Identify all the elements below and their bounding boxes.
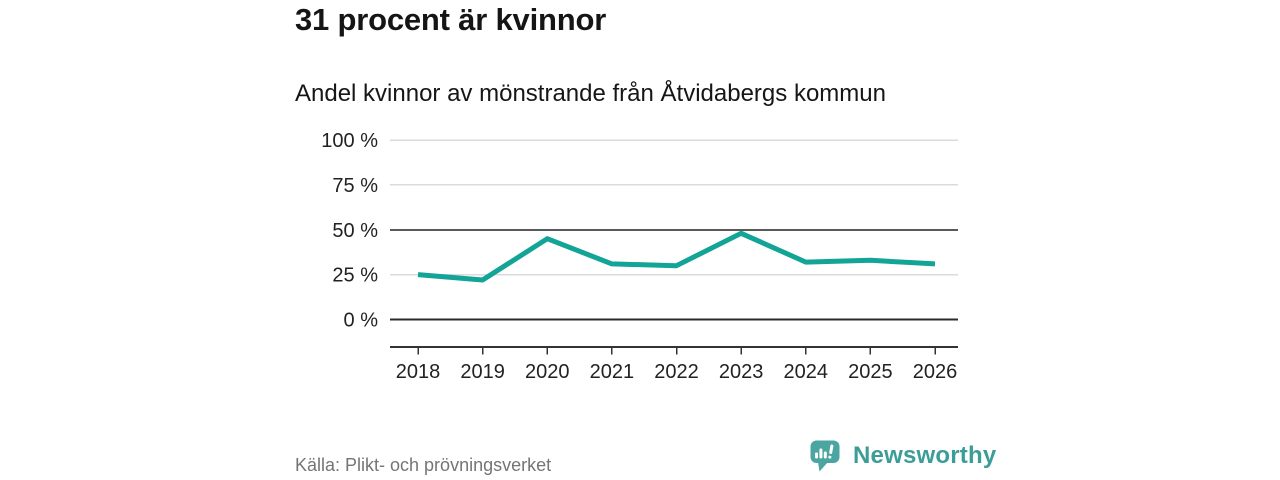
x-tick-label: 2018	[396, 361, 441, 383]
y-tick-label: 25 %	[332, 265, 378, 287]
chart-title: Andel kvinnor av mönstrande från Åtvidab…	[295, 80, 886, 107]
logo-bar-1	[815, 452, 818, 459]
x-tick-label: 2024	[784, 361, 829, 383]
logo-bar-3	[823, 451, 827, 459]
x-tick-label: 2023	[719, 361, 764, 383]
x-tick-label: 2020	[525, 361, 570, 383]
y-tick-label: 0 %	[344, 310, 379, 332]
logo-exclamation	[828, 444, 834, 459]
headline: 31 procent är kvinnor	[295, 2, 607, 37]
newsworthy-brand: Newsworthy	[810, 440, 996, 472]
newsworthy-logo-icon	[810, 440, 840, 472]
y-tick-label: 75 %	[332, 175, 378, 197]
x-tick-label: 2022	[654, 361, 699, 383]
x-tick-label: 2026	[913, 361, 958, 383]
x-tick-label: 2019	[460, 361, 505, 383]
newsworthy-wordmark: Newsworthy	[853, 442, 997, 469]
y-tick-label: 50 %	[332, 220, 378, 242]
line-chart-svg: 2018 2019 2020 2021 2022 2023 2024 2025 2026 0 % 2…	[321, 130, 958, 383]
x-tick-label: 2025	[848, 361, 893, 383]
speech-bubble-tail	[818, 462, 828, 472]
logo-bar-2	[819, 448, 823, 459]
source-attribution: Källa: Plikt- och prövningsverket	[295, 455, 552, 475]
data-line	[417, 230, 936, 283]
y-tick-label: 100 %	[321, 130, 378, 152]
x-tick-label: 2021	[590, 361, 635, 383]
